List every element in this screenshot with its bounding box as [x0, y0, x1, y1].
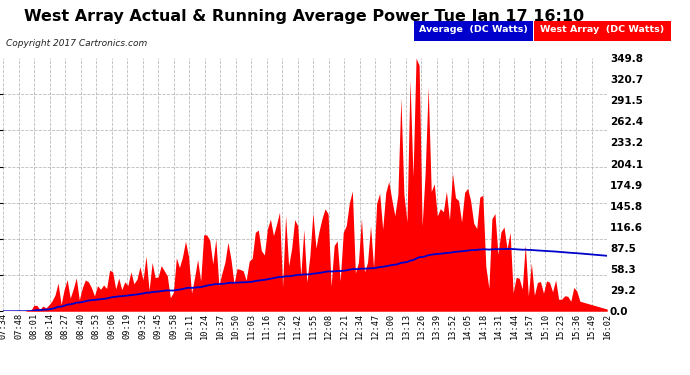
- Text: Average  (DC Watts): Average (DC Watts): [419, 26, 528, 34]
- Text: West Array Actual & Running Average Power Tue Jan 17 16:10: West Array Actual & Running Average Powe…: [23, 9, 584, 24]
- Text: Copyright 2017 Cartronics.com: Copyright 2017 Cartronics.com: [6, 39, 147, 48]
- Text: West Array  (DC Watts): West Array (DC Watts): [540, 26, 664, 34]
